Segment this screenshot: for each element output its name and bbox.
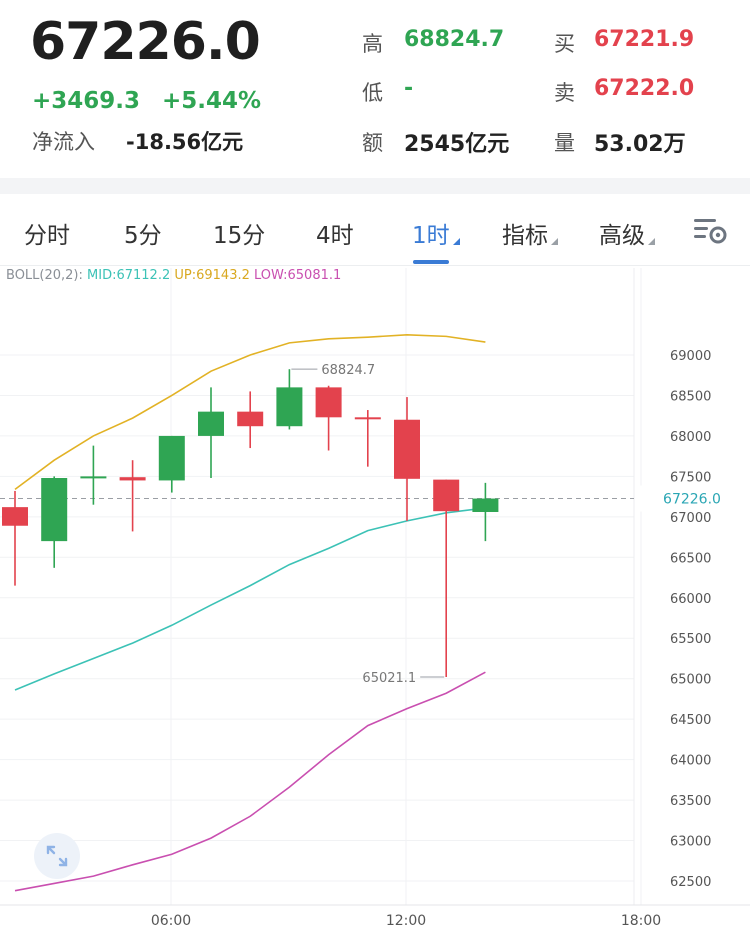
ask-value: 67222.0: [594, 76, 695, 101]
dropdown-caret-icon: [452, 238, 460, 245]
y-tick-label: 68000: [670, 430, 711, 445]
change-absolute: +3469.3: [32, 88, 141, 114]
candle-up: [80, 476, 107, 479]
net-inflow-label: 净流入: [32, 130, 95, 154]
ask-label: 卖: [554, 81, 575, 105]
y-tick-label: 68500: [670, 389, 711, 404]
x-tick-label: 12:00: [386, 913, 426, 929]
tab-timeshare[interactable]: 分时: [24, 216, 70, 250]
tab-label: 高级: [599, 223, 645, 249]
tab-4hour[interactable]: 4时: [316, 216, 354, 250]
max-annotation: 68824.7: [321, 363, 375, 378]
low-label: 低: [362, 81, 383, 105]
candle-up: [158, 435, 185, 481]
tab-label: 指标: [502, 223, 548, 249]
active-tab-indicator: [413, 260, 449, 264]
tab-label: 15分: [213, 223, 266, 249]
amount-label: 额: [362, 131, 383, 155]
quote-header: 67226.0 +3469.3 +5.44% 净流入 -18.56亿元 高 68…: [0, 0, 750, 178]
tab-label: 分时: [24, 223, 70, 249]
boll-legend: BOLL(20,2): MID:67112.2 UP:69143.2 LOW:6…: [6, 268, 341, 283]
dropdown-caret-icon: [648, 238, 655, 245]
tab-1hour[interactable]: 1时: [412, 216, 460, 250]
min-annotation: 65021.1: [362, 671, 416, 686]
boll-low-value: LOW:65081.1: [254, 268, 342, 283]
y-tick-label: 66500: [670, 551, 711, 566]
candlestick-chart[interactable]: 69000 68500 68000 67500 67000 66500 66000 65500…: [0, 262, 750, 940]
tab-indicators[interactable]: 指标: [502, 216, 558, 250]
y-tick-label: 64500: [670, 713, 711, 728]
boll-low-line: [14, 671, 486, 892]
x-tick-label: 18:00: [621, 913, 661, 929]
tab-label: 4时: [316, 223, 354, 249]
last-price-label: 67226.0: [663, 492, 721, 508]
y-tick-label: 65000: [670, 673, 711, 688]
expand-icon[interactable]: [34, 833, 80, 879]
candle-down: [315, 387, 342, 418]
change-percent: +5.44%: [162, 88, 262, 114]
y-tick-label: 63500: [670, 794, 711, 809]
y-tick-label: 66000: [670, 592, 711, 607]
high-value: 68824.7: [404, 27, 505, 52]
candle-up: [276, 387, 303, 427]
chart-settings-icon[interactable]: [692, 214, 728, 246]
candle-down: [119, 477, 146, 481]
tab-5min[interactable]: 5分: [124, 216, 162, 250]
boll-mid-value: MID:67112.2: [87, 268, 171, 283]
amount-value: 2545亿元: [404, 132, 510, 157]
bid-value: 67221.9: [594, 27, 695, 52]
boll-up-line: [14, 333, 486, 490]
tab-advanced[interactable]: 高级: [599, 216, 655, 250]
candle-up: [41, 478, 68, 542]
tabs-divider: [0, 265, 750, 266]
low-value: -: [404, 76, 414, 101]
y-tick-label: 64000: [670, 754, 711, 769]
high-label: 高: [362, 32, 383, 56]
dropdown-caret-icon: [551, 238, 558, 245]
boll-up-value: UP:69143.2: [174, 268, 250, 283]
y-tick-label: 65500: [670, 632, 711, 647]
candle-down: [354, 417, 381, 420]
bid-label: 买: [554, 32, 575, 56]
candle-up: [198, 411, 224, 436]
y-tick-label: 67500: [670, 470, 711, 485]
boll-mid-line: [14, 507, 486, 691]
last-price-tag: [636, 485, 750, 512]
period-tabs: 分时 5分 15分 4时 1时 指标 高级: [0, 194, 750, 266]
volume-value: 53.02万: [594, 132, 686, 157]
y-tick-label: 67000: [670, 511, 711, 526]
x-tick-label: 06:00: [151, 913, 191, 929]
candle-up: [472, 498, 499, 512]
boll-name: BOLL(20,2):: [6, 268, 83, 283]
y-tick-label: 62500: [670, 875, 711, 890]
tab-15min[interactable]: 15分: [213, 216, 265, 250]
candle-down: [433, 479, 460, 512]
last-price: 67226.0: [30, 12, 261, 72]
tab-label: 5分: [124, 223, 162, 249]
candle-down: [2, 507, 28, 526]
volume-label: 量: [554, 131, 575, 155]
y-tick-label: 69000: [670, 349, 711, 364]
tab-label: 1时: [412, 223, 450, 249]
net-inflow-value: -18.56亿元: [126, 130, 244, 154]
y-tick-label: 63000: [670, 835, 711, 850]
candle-down: [237, 411, 264, 427]
candle-down: [394, 419, 420, 479]
section-divider: [0, 178, 750, 194]
